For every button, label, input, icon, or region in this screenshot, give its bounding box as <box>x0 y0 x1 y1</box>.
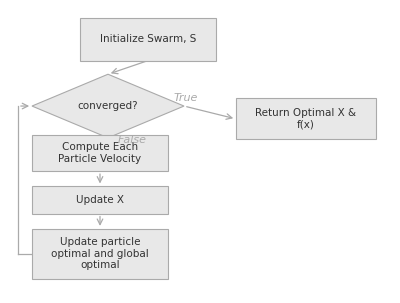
FancyBboxPatch shape <box>32 135 168 171</box>
FancyBboxPatch shape <box>32 186 168 214</box>
Polygon shape <box>32 74 184 138</box>
FancyBboxPatch shape <box>32 229 168 279</box>
Text: Return Optimal X &
f(x): Return Optimal X & f(x) <box>256 108 356 130</box>
FancyBboxPatch shape <box>236 98 376 139</box>
FancyBboxPatch shape <box>80 18 216 61</box>
Text: converged?: converged? <box>78 101 138 111</box>
Text: Update particle
optimal and global
optimal: Update particle optimal and global optim… <box>51 237 149 270</box>
Text: False: False <box>118 135 147 145</box>
Text: Compute Each
Particle Velocity: Compute Each Particle Velocity <box>58 142 142 164</box>
Text: True: True <box>174 93 198 104</box>
Text: Update X: Update X <box>76 195 124 205</box>
Text: Initialize Swarm, S: Initialize Swarm, S <box>100 34 196 45</box>
